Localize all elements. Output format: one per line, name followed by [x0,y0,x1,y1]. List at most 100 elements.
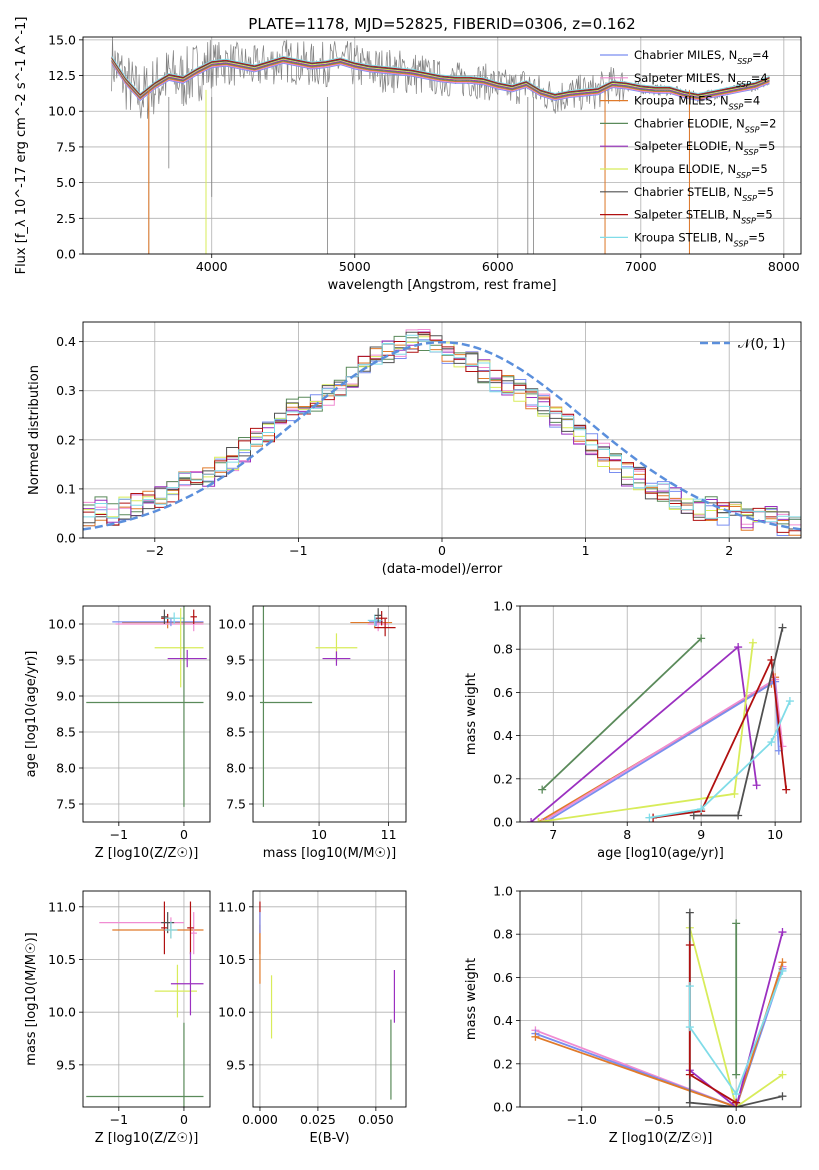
y-tick-label: 8.0 [56,761,76,776]
plus-marker [778,1092,787,1101]
mass-weight-line [688,927,784,1107]
plots-layer: 4000 5000 6000 7000 80000.02.55.07.510.012.5… [14,17,802,1146]
plus-marker [778,623,787,632]
y-tick-label: 11.0 [48,899,76,914]
plus-marker [778,1070,787,1079]
x-tick-label: −1 [110,827,128,842]
plus-marker [531,1032,540,1041]
legend-label: Chabrier MILES, NSSP=4 [634,48,769,66]
axes-mass_vs_ebv: 0.000 0.025 0.050 9.5 10.0 10.5 11.0 E(B-V) [218,890,407,1146]
mass-weight-line [541,637,702,791]
plus-marker [732,1098,741,1107]
x-tick-label: 11 [381,827,397,842]
model-fit-line [111,58,770,97]
y-tick-label: 0.4 [493,728,513,743]
plus-marker [645,813,654,822]
plus-marker [685,1070,694,1079]
axes-frame [519,890,802,1108]
y-tick-label: 1.0 [493,884,513,899]
y-tick-label: 1.0 [493,599,513,614]
y-tick-label: 5.0 [56,175,76,190]
mass-weight-line [689,931,784,1107]
mass-weight-line [652,656,788,819]
axes-spectrum: 4000 5000 6000 7000 8000 0.0 2.5 5.0 7.5 10.0 12.5… [14,17,802,293]
x-axis-label: Z [log10(Z/Z☉)] [609,1131,713,1146]
y-tick-label: 0.1 [56,481,76,496]
plus-marker [730,789,739,798]
model-fit-line [111,62,770,102]
plot-area-massweight_vs_Z [531,908,787,1107]
plus-marker [527,818,536,822]
y-axis-label: mass [log10(M/M☉)] [24,932,39,1065]
plus-marker [732,1090,741,1099]
y-tick-label: 7.5 [56,797,76,812]
plus-marker [778,928,787,937]
plus-marker [778,958,787,967]
y-tick-label: 10.5 [48,952,76,967]
legend-label: Kroupa MILES, NSSP=4 [634,94,760,112]
plus-marker [685,1098,694,1107]
axes-mass_vs_Z: −1 0 9.5 10.0 10.5 11.0 Z [log10(Z/Z☉)] mass [l… [24,890,211,1146]
axes-frame [82,321,802,539]
mass-weight-line [649,700,791,819]
plot-area-mass_vs_Z [86,901,204,1107]
y-axis-label: Normed distribution [27,365,42,495]
x-tick-label: 0.000 [242,1112,278,1127]
axes-frame [82,36,802,255]
plus-marker [534,818,543,822]
plot-area-age_vs_mass [259,606,396,807]
x-tick-label: 4000 [196,259,228,274]
model-fit-line [111,61,770,100]
y-tick-label: 10.0 [48,1005,76,1020]
y-tick-label: 0.2 [493,771,513,786]
y-tick-label: 7.5 [226,797,246,812]
plus-marker [748,638,757,647]
plot-area-age_vs_Z [86,606,207,807]
plus-marker [732,919,741,928]
data-spectrum-line [111,37,770,119]
legend-spectrum: Chabrier MILES, NSSP=4 Salpeter MILES, NS… [600,48,776,248]
plus-marker [785,697,794,706]
legend-label: Chabrier STELIB, NSSP=5 [634,185,774,203]
x-tick-label: 0 [180,1112,188,1127]
plus-marker [538,818,547,822]
plot-area-residuals [83,329,801,536]
y-tick-label: 11.0 [218,899,246,914]
axes-massweight_vs_Z: −1.0 −0.5 0.0 0.0 0.2 0.4 0.6 0.8 1.0 Z [log10(Z/… [464,884,802,1146]
legend-label: Salpeter MILES, NSSP=4 [634,71,768,89]
y-axis-label: mass weight [464,673,479,755]
y-tick-label: 9.0 [56,689,76,704]
y-tick-label: 0.4 [493,1013,513,1028]
y-tick-label: 9.0 [226,689,246,704]
x-tick-label: 0.0 [726,1112,746,1127]
x-tick-label: 0.025 [300,1112,336,1127]
axes-frame [252,890,407,1108]
plus-marker [778,966,787,975]
plus-marker [697,634,706,643]
y-tick-label: 0.0 [56,531,76,546]
model-fit-line [111,57,770,96]
y-tick-label: 15.0 [48,32,76,47]
y-tick-label: 0.2 [56,432,76,447]
y-tick-label: 8.5 [56,725,76,740]
x-axis-label: E(B-V) [309,1131,349,1146]
x-tick-label: −1 [110,1112,128,1127]
model-fit-line [111,55,770,95]
y-tick-label: 2.5 [56,211,76,226]
x-axis-label: Z [log10(Z/Z☉)] [95,1131,199,1146]
y-tick-label: 10.0 [48,104,76,119]
axes-frame [82,605,211,823]
y-axis-label: Flux [f_λ 10^-17 erg cm^-2 s^-1 A^-1] [14,17,29,275]
figure-title: PLATE=1178, MJD=52825, FIBERID=0306, z=0… [248,15,635,33]
plus-marker [732,1070,741,1079]
axes-frame [252,605,407,823]
x-tick-label: 10 [767,827,783,842]
x-tick-label: 7000 [625,259,657,274]
x-tick-label: 0.050 [358,1112,394,1127]
y-tick-label: 0.8 [493,642,513,657]
plus-marker [541,818,550,822]
plus-marker [734,643,743,652]
x-tick-label: 5000 [339,259,371,274]
plus-marker [685,982,694,991]
x-tick-label: −1 [289,543,307,558]
